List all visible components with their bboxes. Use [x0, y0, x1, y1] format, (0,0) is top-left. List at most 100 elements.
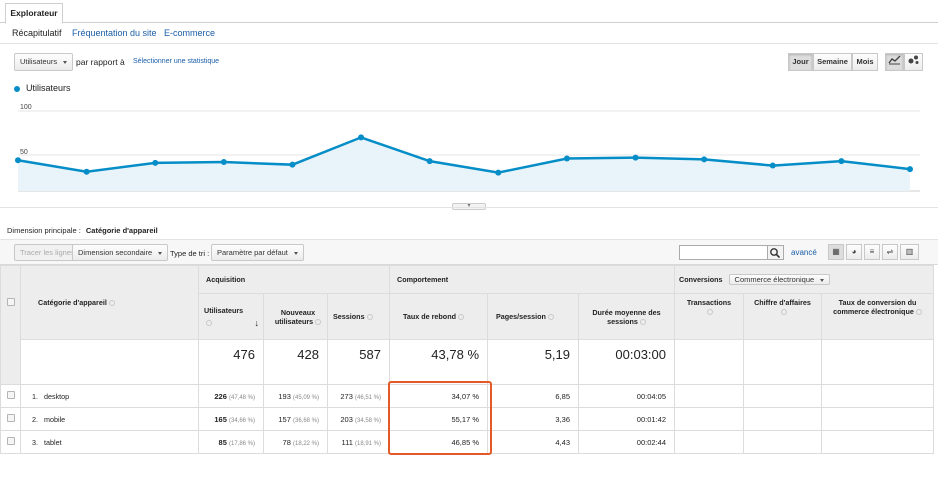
subtab-site-usage[interactable]: Fréquentation du site — [72, 28, 157, 38]
behavior-group: Comportement — [389, 265, 675, 294]
metric-select[interactable]: Utilisateurs — [14, 53, 73, 71]
table-row: 3. tablet 85 (17,86 %) 78 (18,22 %) 111 … — [0, 430, 934, 454]
total-bounce: 43,78 % — [389, 339, 488, 385]
search-icon — [770, 248, 781, 259]
primary-dimension-value[interactable]: Catégorie d'appareil — [85, 226, 158, 235]
row-conversion-rate — [821, 384, 934, 408]
totals-label-cell — [20, 339, 199, 385]
total-transactions — [674, 339, 744, 385]
data-point[interactable] — [15, 157, 21, 164]
advanced-filter-link[interactable]: avancé — [791, 248, 817, 257]
row-index: 1. — [32, 391, 38, 401]
sort-type-value: Paramètre par défaut — [217, 248, 288, 257]
pie-view-icon[interactable]: ◕ — [846, 244, 862, 260]
row-revenue — [743, 407, 822, 431]
pivot-view-icon[interactable]: ▥ — [900, 244, 919, 260]
dimension-header-label: Catégorie d'appareil — [38, 298, 107, 307]
tab-explorer[interactable]: Explorateur — [5, 3, 63, 24]
data-point[interactable] — [495, 169, 502, 176]
secondary-dimension-label: Dimension secondaire — [78, 248, 153, 257]
y-tick-100: 100 — [20, 104, 32, 111]
help-icon[interactable] — [707, 309, 713, 316]
table-row: 2. mobile 165 (34,66 %) 157 (36,68 %) 20… — [0, 407, 934, 431]
row-checkbox[interactable] — [6, 391, 15, 399]
bounce-rate-highlight — [388, 381, 492, 455]
help-icon[interactable] — [780, 309, 787, 316]
subtab-ecommerce[interactable]: E-commerce — [164, 28, 216, 38]
data-point[interactable] — [701, 156, 708, 163]
chart-divider — [0, 207, 938, 208]
data-point[interactable] — [563, 155, 570, 162]
search-button[interactable] — [768, 245, 784, 260]
col-revenue[interactable]: Chiffre d'affaires — [743, 293, 822, 340]
chart-collapse-handle[interactable]: ▾ — [452, 203, 486, 210]
row-dimension-link[interactable]: mobile — [44, 414, 66, 424]
plot-rows-button[interactable]: Tracer les lignes — [14, 244, 81, 261]
data-point[interactable] — [838, 158, 845, 165]
col-sessions[interactable]: Sessions — [327, 293, 390, 340]
table-view-icon[interactable]: ▦ — [828, 244, 844, 260]
table-row: 1. desktop 226 (47,48 %) 193 (45,09 %) 2… — [0, 384, 934, 408]
performance-view-icon[interactable]: ≡ — [864, 244, 880, 260]
period-month-button[interactable]: Mois — [852, 53, 878, 71]
col-conversion-rate-label: Taux de conversion du commerce électroni… — [833, 298, 917, 316]
motion-chart-icon[interactable] — [904, 53, 923, 71]
data-point[interactable] — [426, 158, 433, 165]
row-duration: 00:02:44 — [578, 430, 675, 454]
subtab-summary[interactable]: Récapitulatif — [12, 28, 62, 38]
row-checkbox[interactable] — [6, 437, 15, 445]
row-new-users: 193 (45,09 %) — [263, 384, 328, 408]
table-search-input[interactable] — [679, 245, 768, 260]
row-new-users-pct: (36,68 %) — [292, 417, 319, 424]
row-users: 85 (17,86 %) — [198, 430, 264, 454]
col-conversion-rate[interactable]: Taux de conversion du commerce électroni… — [821, 293, 934, 340]
conversion-goal-select[interactable]: Commerce électronique — [728, 274, 831, 285]
row-dimension: 2. mobile — [20, 407, 199, 431]
data-point[interactable] — [358, 134, 365, 141]
line-chart-icon[interactable] — [885, 53, 904, 71]
help-icon[interactable] — [457, 314, 464, 321]
y-tick-50: 50 — [20, 149, 28, 156]
data-point[interactable] — [83, 168, 90, 175]
acquisition-group: Acquisition — [198, 265, 390, 294]
period-day-button[interactable]: Jour — [788, 53, 813, 71]
help-icon[interactable] — [108, 300, 115, 307]
help-icon[interactable] — [315, 318, 322, 325]
comparison-view-icon[interactable]: ⇌ — [882, 244, 898, 260]
period-week-button[interactable]: Semaine — [813, 53, 852, 71]
row-users-value: 226 — [214, 391, 227, 401]
data-point[interactable] — [220, 159, 227, 166]
compare-label: par rapport à — [76, 57, 125, 67]
data-point[interactable] — [289, 161, 296, 168]
row-checkbox[interactable] — [6, 414, 15, 422]
row-transactions — [674, 430, 744, 454]
col-duration[interactable]: Durée moyenne des sessions — [578, 293, 675, 340]
row-sessions: 203 (34,58 %) — [327, 407, 390, 431]
col-new-users[interactable]: Nouveaux utilisateurs — [263, 293, 328, 340]
dimension-header[interactable]: Catégorie d'appareil — [20, 265, 199, 340]
help-icon[interactable] — [206, 319, 212, 326]
col-bounce[interactable]: Taux de rebond — [389, 293, 488, 340]
data-point[interactable] — [632, 154, 639, 161]
help-icon[interactable] — [366, 314, 373, 321]
help-icon[interactable] — [915, 309, 922, 316]
chevron-down-icon — [820, 278, 825, 282]
help-icon[interactable] — [639, 318, 646, 325]
col-users[interactable]: Utilisateurs ↓ — [198, 293, 264, 340]
row-users-pct: (17,86 %) — [228, 440, 255, 447]
sort-type-select[interactable]: Paramètre par défaut — [211, 244, 304, 261]
col-pages[interactable]: Pages/session — [487, 293, 579, 340]
data-point[interactable] — [907, 166, 913, 173]
data-point[interactable] — [152, 159, 159, 166]
row-sessions: 111 (18,91 %) — [327, 430, 390, 454]
select-all-checkbox[interactable] — [6, 298, 15, 306]
row-dimension-link[interactable]: desktop — [44, 391, 70, 401]
row-dimension-link[interactable]: tablet — [44, 437, 62, 447]
data-point[interactable] — [769, 162, 776, 169]
conversions-label: Conversions — [679, 275, 723, 284]
col-transactions[interactable]: Transactions — [674, 293, 744, 340]
select-stat-link[interactable]: Sélectionner une statistique — [133, 58, 219, 65]
row-users-value: 85 — [218, 437, 227, 447]
help-icon[interactable] — [547, 314, 554, 321]
secondary-dimension-select[interactable]: Dimension secondaire — [72, 244, 169, 261]
